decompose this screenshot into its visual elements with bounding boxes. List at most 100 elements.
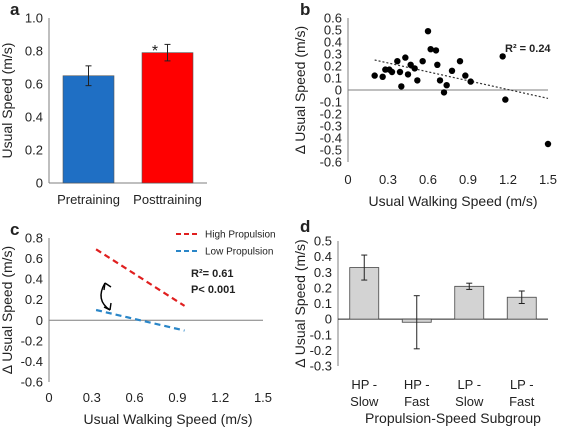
data-point — [379, 73, 386, 81]
data-point — [436, 77, 444, 84]
data-point — [371, 72, 378, 79]
x-axis-title: Usual Walking Speed (m/s) — [368, 193, 537, 209]
y-tick-label: 0.3 — [314, 265, 332, 280]
x-tick-label: 0.9 — [459, 172, 477, 187]
x-tick-label: 1.5 — [539, 172, 557, 187]
data-point — [424, 28, 432, 35]
x-tick-label: 0.6 — [126, 390, 144, 405]
data-point — [499, 53, 506, 60]
data-point — [440, 89, 448, 96]
y-tick-label: -0.2 — [320, 107, 342, 122]
panel-letter-c: c — [10, 220, 19, 239]
x-tick-label: 0.9 — [168, 390, 186, 405]
data-point — [432, 47, 440, 54]
data-point — [434, 61, 441, 68]
y-tick-label: -0.4 — [21, 354, 43, 369]
x-tick-label: 1.5 — [254, 390, 272, 405]
significance-marker: * — [152, 43, 158, 60]
y-tick-label: 0.6 — [25, 251, 43, 266]
y-tick-label: 0 — [36, 176, 43, 191]
x-tick-label: Fast — [509, 394, 535, 409]
panel-letter-d: d — [300, 217, 310, 236]
y-tick-label: -0.4 — [320, 131, 342, 146]
y-axis-title: Δ Usual Speed (m/s) — [292, 26, 308, 154]
panel-a: a 0 0.2 0.4 0.6 0.8 1.0 Usual Speed (m/s) Pretra… — [0, 0, 207, 207]
arrow-head — [103, 302, 112, 311]
legend-label: High Propulsion — [205, 230, 276, 241]
x-tick-label: Slow — [455, 394, 484, 409]
y-tick-label: 0.4 — [25, 272, 43, 287]
y-tick-label: 0.1 — [314, 296, 332, 311]
y-tick-label: -0.5 — [320, 143, 342, 158]
data-point — [462, 72, 469, 79]
y-tick-label: -0.6 — [320, 155, 342, 170]
y-tick-label: 0.4 — [324, 35, 342, 50]
data-point — [448, 67, 456, 75]
y-tick-label: -0.3 — [320, 119, 342, 134]
y-tick-label: 0 — [36, 313, 43, 328]
y-tick-label: 0.8 — [25, 44, 43, 59]
y-tick-label: -0.3 — [310, 359, 332, 374]
y-tick-label: 0 — [325, 312, 332, 327]
series-line-high — [95, 248, 186, 307]
y-tick-label: 0.2 — [324, 59, 342, 74]
y-tick-label: 0.4 — [25, 110, 43, 125]
x-tick-label: 0 — [45, 390, 52, 405]
r-squared-label: R²= 0.61 — [191, 268, 234, 280]
x-tick-label: 1.2 — [499, 172, 517, 187]
y-tick-label: 0.6 — [324, 11, 342, 26]
panel-d: d -0.3-0.2-0.100.10.20.30.40.5 Δ Usual Spe… — [292, 217, 548, 426]
panel-letter-b: b — [300, 0, 310, 19]
x-tick-label: 0.6 — [419, 172, 437, 187]
data-point — [388, 68, 396, 76]
data-point — [404, 71, 412, 78]
p-value-label: P< 0.001 — [191, 284, 235, 296]
y-tick-label: 0.2 — [25, 143, 43, 158]
x-tick-label: Pretraining — [57, 192, 120, 207]
x-tick-label: 0 — [344, 172, 351, 187]
x-tick-label: HP - — [404, 377, 430, 392]
data-point — [419, 58, 426, 65]
x-axis-title: Usual Walking Speed (m/s) — [83, 411, 252, 427]
data-point — [502, 96, 509, 103]
data-point — [544, 140, 552, 148]
x-tick-label: LP - — [510, 377, 534, 392]
y-tick-label: -0.1 — [310, 327, 332, 342]
panel-c: c -0.6 -0.4 -0.2 0 0.2 0.4 0.6 0.8 Δ Usual Speed … — [0, 220, 276, 427]
x-tick-label: HP - — [351, 377, 377, 392]
y-tick-label: -0.1 — [320, 95, 342, 110]
curved-arrow — [100, 282, 111, 311]
data-point — [398, 83, 405, 90]
x-tick-label: 0.3 — [379, 172, 397, 187]
data-point — [394, 58, 401, 65]
y-tick-label: -0.2 — [21, 333, 43, 348]
arrow-head — [103, 282, 112, 291]
y-tick-label: 0.2 — [25, 292, 43, 307]
y-axis-title: Usual Speed (m/s) — [0, 43, 15, 159]
trendline — [374, 59, 549, 99]
x-tick-label: Fast — [404, 394, 430, 409]
y-tick-label: -0.6 — [21, 375, 43, 390]
data-point — [414, 77, 421, 84]
data-point — [467, 78, 474, 85]
y-tick-label: 1.0 — [25, 11, 43, 26]
x-tick-label: Slow — [350, 394, 379, 409]
data-point — [396, 68, 404, 76]
x-tick-label: 0.3 — [83, 390, 101, 405]
x-axis-title: Propulsion-Speed Subgroup — [365, 410, 541, 426]
y-tick-label: 0 — [335, 83, 342, 98]
data-point — [456, 58, 464, 65]
bar-posttraining — [141, 52, 194, 184]
panel-b: b-0.6-0.5-0.4-0.3-0.2-0.100.10.20.30.40.… — [292, 0, 557, 209]
y-tick-label: 0.4 — [314, 249, 332, 264]
y-tick-label: -0.2 — [310, 343, 332, 358]
bar — [454, 285, 485, 320]
y-tick-label: 0.8 — [25, 231, 43, 246]
data-point — [402, 54, 409, 61]
legend-label: Low Propulsion — [205, 247, 273, 258]
panel-letter-a: a — [10, 0, 20, 19]
r-squared-label: R² = 0.24 — [505, 43, 551, 55]
y-axis-title: Δ Usual Speed (m/s) — [0, 246, 15, 374]
y-tick-label: 0.1 — [324, 71, 342, 86]
